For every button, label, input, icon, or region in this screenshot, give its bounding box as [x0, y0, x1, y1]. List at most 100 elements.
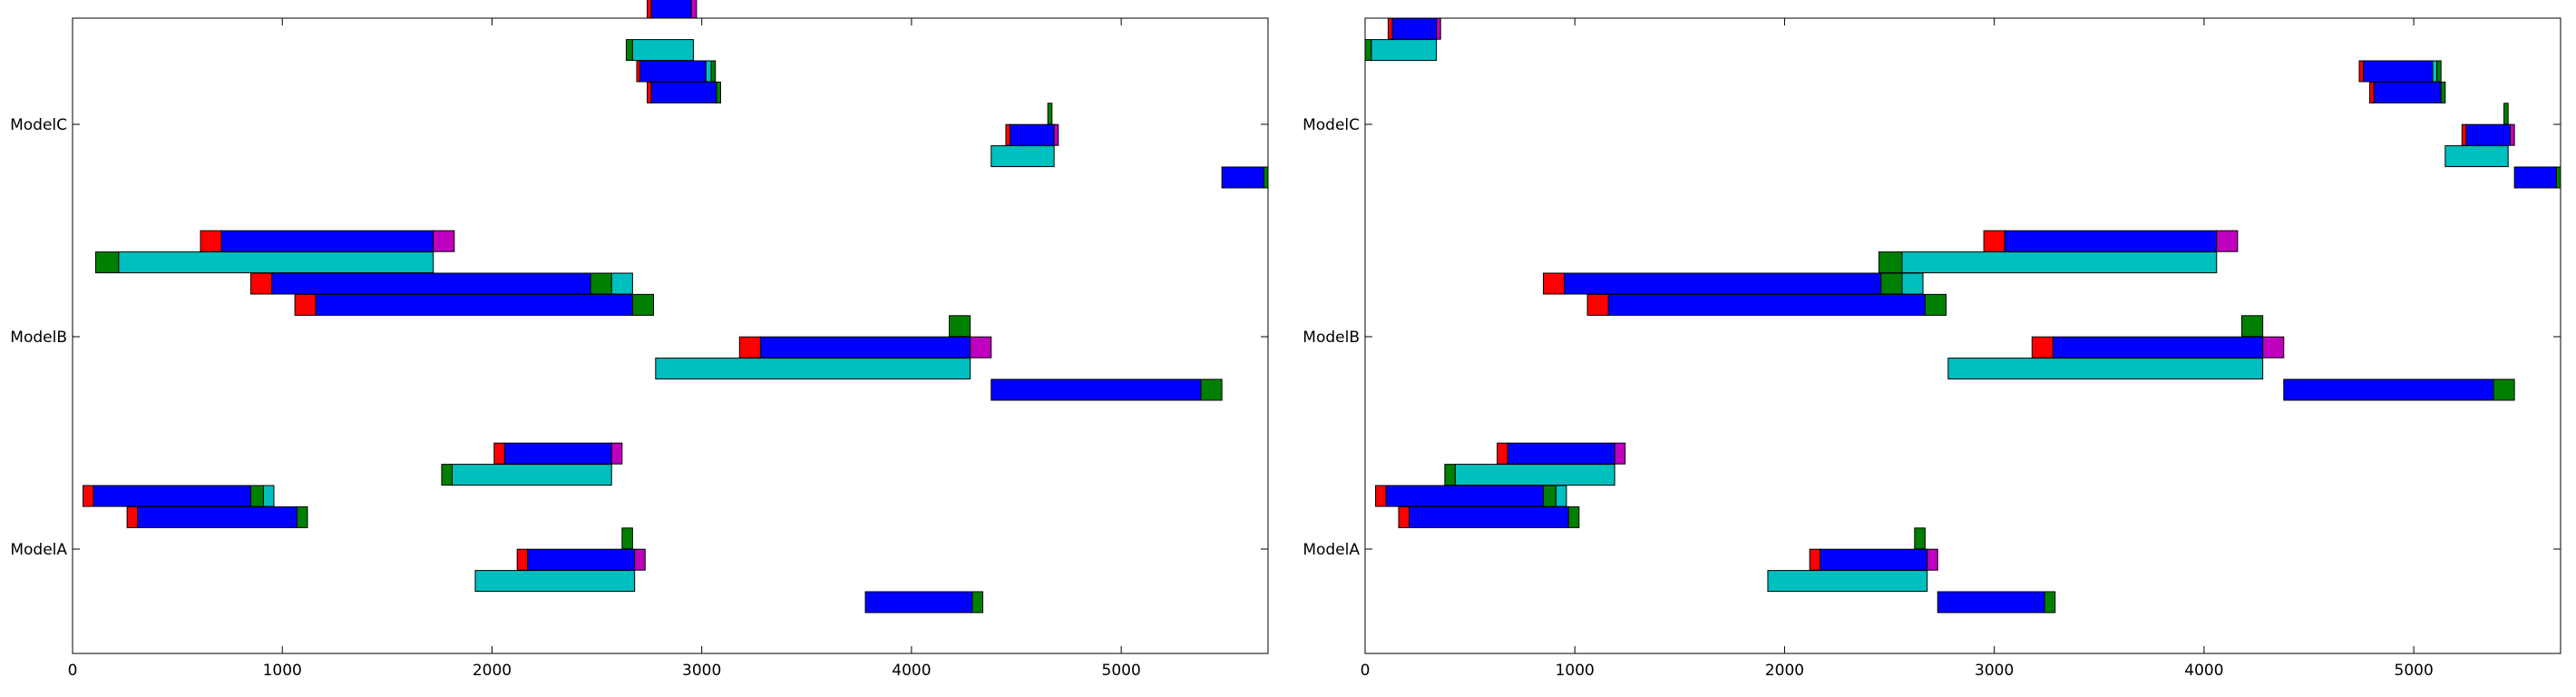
right-bar-red-43 — [1375, 485, 1387, 507]
left-bar-blue-14 — [1010, 123, 1055, 146]
left-bar-green-45 — [250, 485, 264, 507]
right-bar-green-49 — [1567, 506, 1580, 528]
right-bar-green-26 — [1880, 272, 1903, 295]
left-x-tick-label: 1000 — [263, 662, 302, 680]
right-bar-cyan-7 — [2432, 60, 2438, 83]
right-bar-blue-39 — [1507, 442, 1615, 465]
left-bar-red-9 — [647, 81, 652, 103]
right-y-tick-label: ModelC — [1303, 116, 1360, 134]
right-bar-green-18 — [2555, 166, 2561, 189]
right-bar-cyan-23 — [1901, 251, 2218, 274]
left-x-tick-label: 0 — [68, 662, 78, 680]
left-chart-panel: 0 1000 2000 3000 4000 5000 ModelA ModelB ModelC — [10, 0, 1269, 680]
right-bar-red-13 — [2461, 123, 2467, 146]
right-bar-magenta-21 — [2216, 230, 2239, 252]
left-bar-red-28 — [294, 293, 317, 316]
right-bar-blue-55 — [1937, 591, 2045, 614]
right-bar-red-24 — [1543, 272, 1566, 295]
left-bar-cyan-42 — [452, 464, 612, 486]
left-bar-magenta-40 — [610, 442, 623, 465]
right-bar-blue-36 — [2283, 378, 2494, 401]
left-bar-cyan-27 — [610, 272, 633, 295]
right-y-tick-label: ModelB — [1303, 329, 1360, 347]
left-bar-blue-44 — [93, 485, 252, 507]
right-bar-green-8 — [2436, 60, 2442, 83]
left-bar-cyan-54 — [474, 570, 636, 593]
left-bar-red-47 — [126, 506, 139, 528]
right-bar-green-37 — [2493, 378, 2515, 401]
right-chart-panel: 0 1000 2000 3000 4000 5000 ModelA ModelB ModelC — [1303, 17, 2561, 680]
left-x-tick-label: 4000 — [892, 662, 931, 680]
right-bar-red-38 — [1497, 442, 1508, 465]
right-bar-magenta-2 — [1436, 17, 1441, 40]
right-bar-green-41 — [1444, 464, 1456, 486]
right-bar-red-0 — [1387, 17, 1393, 40]
left-bar-red-19 — [200, 230, 222, 252]
left-bar-blue-1 — [650, 0, 692, 19]
right-bar-red-32 — [2031, 336, 2054, 358]
right-bar-magenta-40 — [1614, 442, 1626, 465]
left-plot-border — [72, 17, 1269, 654]
right-bar-cyan-42 — [1454, 464, 1615, 486]
right-bar-blue-10 — [2373, 81, 2442, 103]
right-x-axis: 0 1000 2000 3000 4000 5000 — [1361, 18, 2434, 680]
right-x-tick-label: 5000 — [2395, 662, 2434, 680]
left-bar-cyan-35 — [655, 358, 971, 380]
right-bar-green-12 — [2503, 103, 2509, 125]
left-bar-red-38 — [493, 442, 505, 465]
right-bar-green-45 — [1543, 485, 1556, 507]
left-y-tick-label: ModelB — [10, 329, 67, 347]
left-bar-green-30 — [631, 293, 655, 316]
right-bar-green-30 — [1924, 293, 1947, 316]
right-bar-cyan-27 — [1901, 272, 1924, 295]
left-bar-green-3 — [625, 39, 633, 62]
left-bar-red-24 — [250, 272, 273, 295]
right-bar-magenta-15 — [2510, 123, 2515, 146]
left-bar-blue-20 — [220, 230, 434, 252]
left-bar-blue-48 — [137, 506, 298, 528]
right-bar-cyan-16 — [2444, 145, 2509, 168]
left-bar-magenta-21 — [433, 230, 455, 252]
left-x-tick-label: 2000 — [473, 662, 512, 680]
left-bar-green-41 — [441, 464, 454, 486]
left-bar-red-32 — [738, 336, 761, 358]
left-bar-green-22 — [94, 251, 120, 274]
left-bar-magenta-53 — [634, 548, 646, 571]
left-bar-cyan-23 — [118, 251, 434, 274]
left-plot-area — [72, 17, 1269, 654]
left-bar-blue-39 — [503, 442, 612, 465]
left-y-tick-label: ModelA — [10, 541, 67, 559]
right-bar-blue-29 — [1607, 293, 1926, 316]
left-bar-magenta-34 — [970, 336, 992, 358]
right-plot-area — [1364, 17, 2561, 654]
left-bars — [83, 0, 1269, 614]
left-bar-magenta-2 — [690, 0, 698, 19]
left-bar-green-37 — [1200, 378, 1223, 401]
left-bar-red-43 — [83, 485, 94, 507]
left-bar-cyan-46 — [262, 485, 275, 507]
left-bar-red-51 — [516, 548, 529, 571]
left-bar-green-12 — [1047, 103, 1053, 125]
left-bar-blue-52 — [527, 548, 636, 571]
left-bar-blue-10 — [650, 81, 717, 103]
left-x-axis: 0 1000 2000 3000 4000 5000 — [68, 18, 1141, 680]
right-y-tick-label: ModelA — [1303, 541, 1360, 559]
right-bar-red-5 — [2358, 60, 2365, 83]
right-bar-green-11 — [2440, 81, 2446, 103]
right-bar-green-31 — [2241, 315, 2264, 338]
left-bar-green-26 — [590, 272, 612, 295]
right-bar-cyan-35 — [1947, 358, 2264, 380]
right-bar-blue-14 — [2465, 123, 2512, 146]
left-bar-blue-33 — [759, 336, 971, 358]
right-bar-red-47 — [1398, 506, 1410, 528]
right-bar-magenta-53 — [1927, 548, 1938, 571]
left-bar-blue-6 — [639, 60, 707, 83]
right-bar-red-28 — [1586, 293, 1609, 316]
left-bar-green-11 — [716, 81, 721, 103]
left-bar-green-49 — [296, 506, 308, 528]
left-x-tick-label: 5000 — [1102, 662, 1141, 680]
right-bar-blue-52 — [1820, 548, 1928, 571]
right-x-tick-label: 1000 — [1556, 662, 1595, 680]
right-plot-border — [1364, 17, 2561, 654]
